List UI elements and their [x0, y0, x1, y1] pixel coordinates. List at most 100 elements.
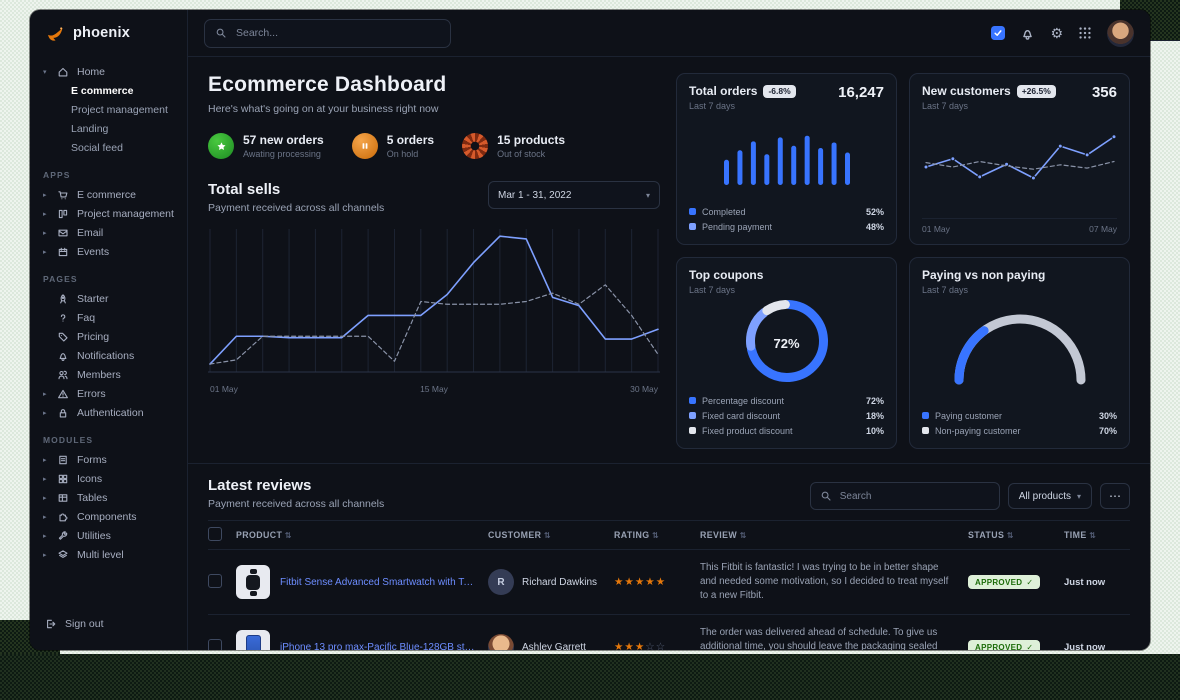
sidebar-item-tables[interactable]: ▸ Tables — [43, 488, 179, 507]
column-header-status[interactable]: STATUS — [968, 530, 1064, 540]
form-icon — [57, 454, 71, 466]
column-header-product[interactable]: PRODUCT — [236, 530, 488, 540]
reviews-title: Latest reviews — [208, 477, 312, 494]
legend-label: Completed — [702, 206, 746, 217]
column-header-rating[interactable]: RATING — [614, 530, 700, 540]
noise-band — [0, 654, 1180, 700]
new-customers-card: New customers +26.5% Last 7 days 356 01 — [909, 73, 1130, 245]
signout-icon — [45, 618, 57, 630]
legend-item: Fixed card discount 18% — [689, 408, 884, 423]
review-time: Just now — [1064, 576, 1106, 588]
search-icon — [820, 490, 832, 502]
nav-section-title: APPS — [43, 170, 71, 180]
checkbox-icon[interactable] — [991, 26, 1006, 40]
product-filter-dropdown[interactable]: All products — [1007, 483, 1092, 509]
customer-name: Richard Dawkins — [522, 576, 598, 588]
search-input[interactable] — [234, 26, 440, 40]
sidebar-item-notifications[interactable]: Notifications — [43, 346, 179, 365]
logo[interactable]: phoenix — [30, 10, 187, 56]
users-icon — [57, 369, 71, 381]
column-header-customer[interactable]: CUSTOMER — [488, 530, 614, 540]
product-link[interactable]: Fitbit Sense Advanced Smartwatch with To… — [280, 576, 478, 588]
review-text: The order was delivered ahead of schedul… — [700, 626, 938, 650]
sidebar-item-e-commerce[interactable]: E commerce — [71, 84, 134, 97]
sidebar-item-sign-out[interactable]: Sign out — [30, 602, 187, 650]
caret-icon: ▸ — [43, 456, 47, 464]
page-subtitle: Here's what's going on at your business … — [208, 103, 439, 115]
card-title: Top coupons — [689, 268, 764, 282]
kanban-icon — [57, 208, 71, 220]
question-icon — [57, 312, 71, 324]
sidebar-item-label: Errors — [77, 387, 106, 400]
paying-vs-nonpaying-card: Paying vs non paying Last 7 days Payi — [909, 257, 1130, 449]
check-icon — [993, 28, 1003, 38]
puzzle-icon — [57, 511, 71, 523]
date-range-select[interactable]: Mar 1 - 31, 2022 — [488, 181, 660, 209]
caret-icon: ▸ — [43, 409, 47, 417]
legend-item: Fixed product discount 10% — [689, 423, 884, 438]
star-circle-icon — [208, 133, 234, 159]
rocket-icon — [57, 293, 71, 305]
legend-swatch — [689, 223, 696, 230]
sidebar-item-social-feed[interactable]: Social feed — [71, 141, 123, 154]
dashboard-header-section: Ecommerce Dashboard Here's what's going … — [208, 73, 660, 449]
sidebar-item-multi-level[interactable]: ▸ Multi level — [43, 545, 179, 564]
mail-icon — [57, 227, 71, 239]
sidebar-item-home[interactable]: ▾ Home — [43, 62, 179, 81]
sidebar-item-members[interactable]: Members — [43, 365, 179, 384]
total-orders-bar-chart — [723, 125, 850, 190]
table-icon — [57, 492, 71, 504]
reviews-search[interactable] — [809, 482, 1000, 510]
wrench-icon — [57, 530, 71, 542]
bell-icon[interactable] — [1020, 26, 1035, 41]
customer-avatar: R — [488, 569, 514, 595]
user-avatar[interactable] — [1107, 19, 1134, 47]
sidebar-item-authentication[interactable]: ▸ Authentication — [43, 403, 179, 422]
legend-item: Completed 52% — [689, 204, 884, 219]
stat-subtitle: On hold — [386, 149, 419, 159]
row-checkbox[interactable] — [208, 638, 222, 650]
product-link[interactable]: iPhone 13 pro max-Pacific Blue-128GB sto… — [280, 641, 478, 651]
sidebar-item-project-management[interactable]: Project management — [71, 103, 168, 116]
home-icon — [57, 66, 71, 78]
donut-center-label: 72% — [773, 335, 800, 351]
pause-circle-icon — [351, 133, 378, 159]
row-checkbox[interactable] — [208, 573, 222, 588]
quick-stats: 57 new orders Awating processing 5 order… — [208, 133, 660, 159]
lock-icon — [57, 407, 71, 419]
sidebar-item-faq[interactable]: Faq — [43, 308, 179, 327]
more-options-button[interactable]: ⋯ — [1100, 483, 1130, 509]
global-search[interactable] — [204, 18, 451, 48]
table-row: Fitbit Sense Advanced Smartwatch with To… — [208, 550, 1130, 615]
star-icon: ★ — [624, 576, 635, 588]
sidebar-item-errors[interactable]: ▸ Errors — [43, 384, 179, 403]
sidebar-item-starter[interactable]: Starter — [43, 289, 179, 308]
sidebar-item-label: Email — [77, 226, 104, 239]
sidebar-item-utilities[interactable]: ▸ Utilities — [43, 526, 179, 545]
legend-value: 52% — [865, 206, 884, 217]
star-icon: ★ — [655, 576, 667, 588]
sidebar-item-components[interactable]: ▸ Components — [43, 507, 179, 526]
sidebar-item-e-commerce[interactable]: ▸ E commerce — [43, 185, 179, 204]
select-all-checkbox[interactable] — [208, 527, 222, 541]
sidebar-item-landing[interactable]: Landing — [71, 122, 109, 135]
column-header-time[interactable]: TIME — [1064, 530, 1130, 540]
sidebar-item-project-management[interactable]: ▸ Project management — [43, 204, 179, 223]
status-badge: APPROVED — [968, 575, 1041, 589]
stat-orders-on-hold: 5 orders On hold — [351, 133, 434, 159]
sidebar-item-email[interactable]: ▸ Email — [43, 223, 179, 242]
caret-icon: ▸ — [43, 229, 47, 237]
sidebar-item-forms[interactable]: ▸ Forms — [43, 450, 179, 469]
column-header-review[interactable]: REVIEW — [700, 530, 968, 540]
stat-cards-grid: Total orders -6.8% Last 7 days 16,247 — [676, 73, 1130, 449]
legend-label: Percentage discount — [702, 395, 785, 406]
gear-icon[interactable]: ⚙ — [1050, 25, 1063, 41]
sidebar-item-pricing[interactable]: Pricing — [43, 327, 179, 346]
sidebar-item-events[interactable]: ▸ Events — [43, 242, 179, 261]
apps-grid-icon[interactable] — [1078, 26, 1092, 40]
sidebar-item-label: Notifications — [77, 349, 135, 362]
sidebar-item-icons[interactable]: ▸ Icons — [43, 469, 179, 488]
legend-swatch — [689, 427, 696, 434]
reviews-search-input[interactable] — [837, 489, 990, 503]
spiral-icon — [462, 133, 489, 159]
